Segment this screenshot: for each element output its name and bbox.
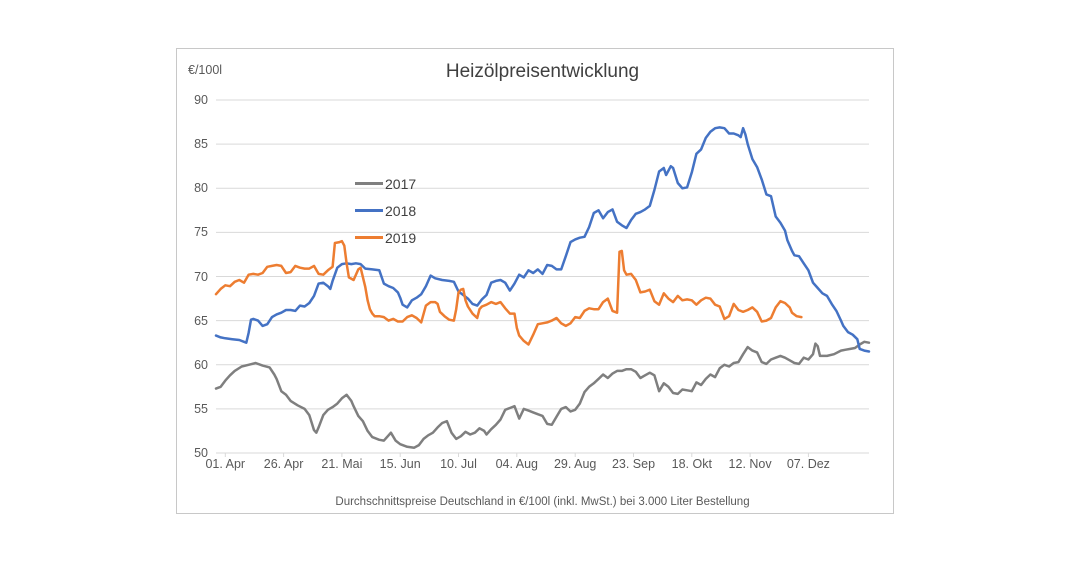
x-axis-tick-labels: 01. Apr 26. Apr 21. Mai 15. Jun 10. Jul 04. A…	[205, 457, 869, 473]
legend-swatch-2019	[355, 236, 383, 239]
x-tick-label: 12. Nov	[728, 457, 772, 471]
y-tick-label-80: 80	[194, 181, 208, 196]
legend-label-2019: 2019	[385, 229, 417, 246]
y-axis-tick-labels: 50 55 60 65 70 75 80 85 90	[177, 93, 208, 460]
chart-legend: 2017 2018 2019	[355, 170, 416, 251]
plot-area: 2017 2018 2019	[214, 99, 871, 457]
legend-label-2017: 2017	[385, 175, 417, 192]
y-tick-label-50: 50	[194, 446, 208, 460]
x-tick-label: 18. Okt	[671, 457, 712, 471]
x-tick-label: 07. Dez	[786, 457, 830, 471]
y-tick-label-60: 60	[194, 357, 208, 372]
y-axis-unit-label: €/100l	[188, 63, 223, 77]
legend-entry-2019: 2019	[355, 224, 416, 251]
legend-entry-2017: 2017	[355, 170, 416, 197]
y-tick-label-85: 85	[194, 137, 208, 152]
legend-label-2018: 2018	[385, 202, 417, 219]
y-tick-label-75: 75	[194, 225, 208, 240]
series-line-2017	[214, 340, 871, 449]
x-tick-label: 29. Aug	[553, 457, 597, 471]
y-tick-label-55: 55	[194, 401, 208, 416]
x-tick-label: 21. Mai	[321, 457, 363, 471]
x-tick-label: 23. Sep	[611, 457, 656, 471]
legend-entry-2018: 2018	[355, 197, 416, 224]
chart-caption: Durchschnittspreise Deutschland in €/100…	[335, 496, 750, 508]
series-line-2019	[214, 239, 803, 346]
x-tick-label: 15. Jun	[379, 457, 421, 471]
x-tick-label: 04. Aug	[495, 457, 538, 471]
chart-card: Heizölpreisentwicklung €/100l 50 55 60 65 70…	[176, 48, 894, 514]
y-tick-label-65: 65	[194, 313, 208, 328]
x-tick-label: 10. Jul	[440, 457, 477, 471]
y-tick-label-70: 70	[194, 269, 208, 284]
chart-title: Heizölpreisentwicklung	[445, 61, 640, 82]
x-tick-label: 01. Apr	[205, 457, 246, 471]
series-line-2018	[214, 126, 871, 353]
legend-swatch-2018	[355, 209, 383, 212]
legend-swatch-2017	[355, 182, 383, 185]
y-tick-label-90: 90	[194, 93, 208, 107]
line-chart-svg	[214, 99, 871, 457]
x-tick-label: 26. Apr	[263, 457, 304, 471]
